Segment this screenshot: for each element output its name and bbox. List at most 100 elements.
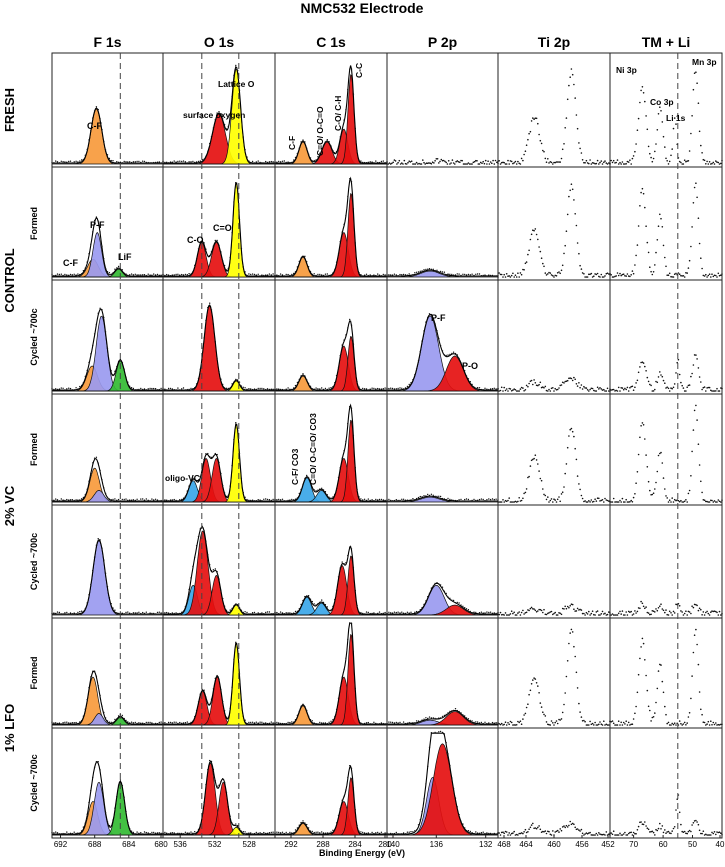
data-point [287,833,289,835]
data-point [484,500,486,502]
data-point [195,709,198,712]
data-point [700,480,702,483]
data-point [306,709,308,712]
data-point [530,683,533,685]
data-point [640,425,642,427]
data-point [235,641,237,643]
data-point [524,828,527,831]
data-point [156,389,159,391]
data-point [335,150,338,153]
data-point [654,834,656,836]
data-point [656,381,659,384]
data-point [134,833,136,835]
data-point [530,606,533,609]
data-point [378,274,381,276]
data-point [570,68,573,70]
data-point [574,97,576,99]
data-point [573,645,575,648]
data-point [566,98,569,101]
data-point [322,601,325,604]
data-point [119,161,122,163]
data-point [86,261,88,263]
data-point [645,674,647,677]
data-point [677,499,680,502]
data-point [171,612,173,614]
data-point [439,495,442,498]
data-point [132,499,135,501]
data-point [419,609,421,611]
data-point [563,143,565,145]
data-point [371,723,373,725]
data-point [583,500,585,503]
data-point [125,611,127,614]
data-point [575,828,578,831]
data-point [101,309,103,311]
data-point [589,388,591,391]
data-point [349,68,351,70]
data-point [195,831,198,834]
data-point [657,113,660,115]
data-point [596,497,599,500]
annotation-c1s-cf-co3: C-F/ CO3 [290,448,300,485]
data-point [605,162,608,164]
data-point [588,610,590,613]
data-point [393,611,396,613]
data-point [326,139,328,141]
data-point [594,390,596,392]
data-point [430,313,433,316]
data-point [459,161,461,163]
data-point [356,605,358,607]
data-point [421,719,423,721]
data-point [186,832,188,834]
data-point [201,688,203,691]
data-point [554,274,556,277]
data-point [418,162,420,165]
data-point [517,834,519,836]
data-point [216,239,218,242]
data-point [142,722,144,724]
data-point [406,385,409,388]
data-point [661,680,664,683]
data-point [332,150,334,152]
data-point [190,721,192,724]
data-point [397,161,399,164]
data-point [401,162,403,164]
data-point [549,499,552,502]
data-point [197,160,200,163]
data-point [498,272,501,274]
data-point [535,233,538,236]
data-point [90,472,92,474]
data-point [559,828,561,830]
data-point [532,608,534,610]
data-point [339,354,341,357]
data-point [334,828,336,831]
data-point [88,480,90,482]
data-point [186,599,188,601]
data-point [82,382,85,384]
data-point [505,614,508,616]
data-point [432,732,434,734]
annotation-c1s-coch: C-O/ C-H [333,96,343,131]
data-point [576,828,579,830]
data-point [212,127,215,129]
data-point [524,491,527,494]
data-point [548,271,550,274]
data-point [251,388,254,391]
data-point [285,161,287,164]
data-point [289,274,291,277]
data-point [465,274,468,276]
data-point [402,498,405,500]
data-point [103,316,105,319]
data-point [257,160,259,162]
data-point [682,501,685,503]
data-point [195,383,198,385]
data-point [666,497,668,499]
data-point [499,723,502,726]
data-point [708,386,711,389]
data-point [265,498,267,500]
data-point [265,832,267,835]
data-point [306,147,308,149]
data-point [373,162,375,164]
data-point [661,825,664,827]
data-point [412,379,414,381]
